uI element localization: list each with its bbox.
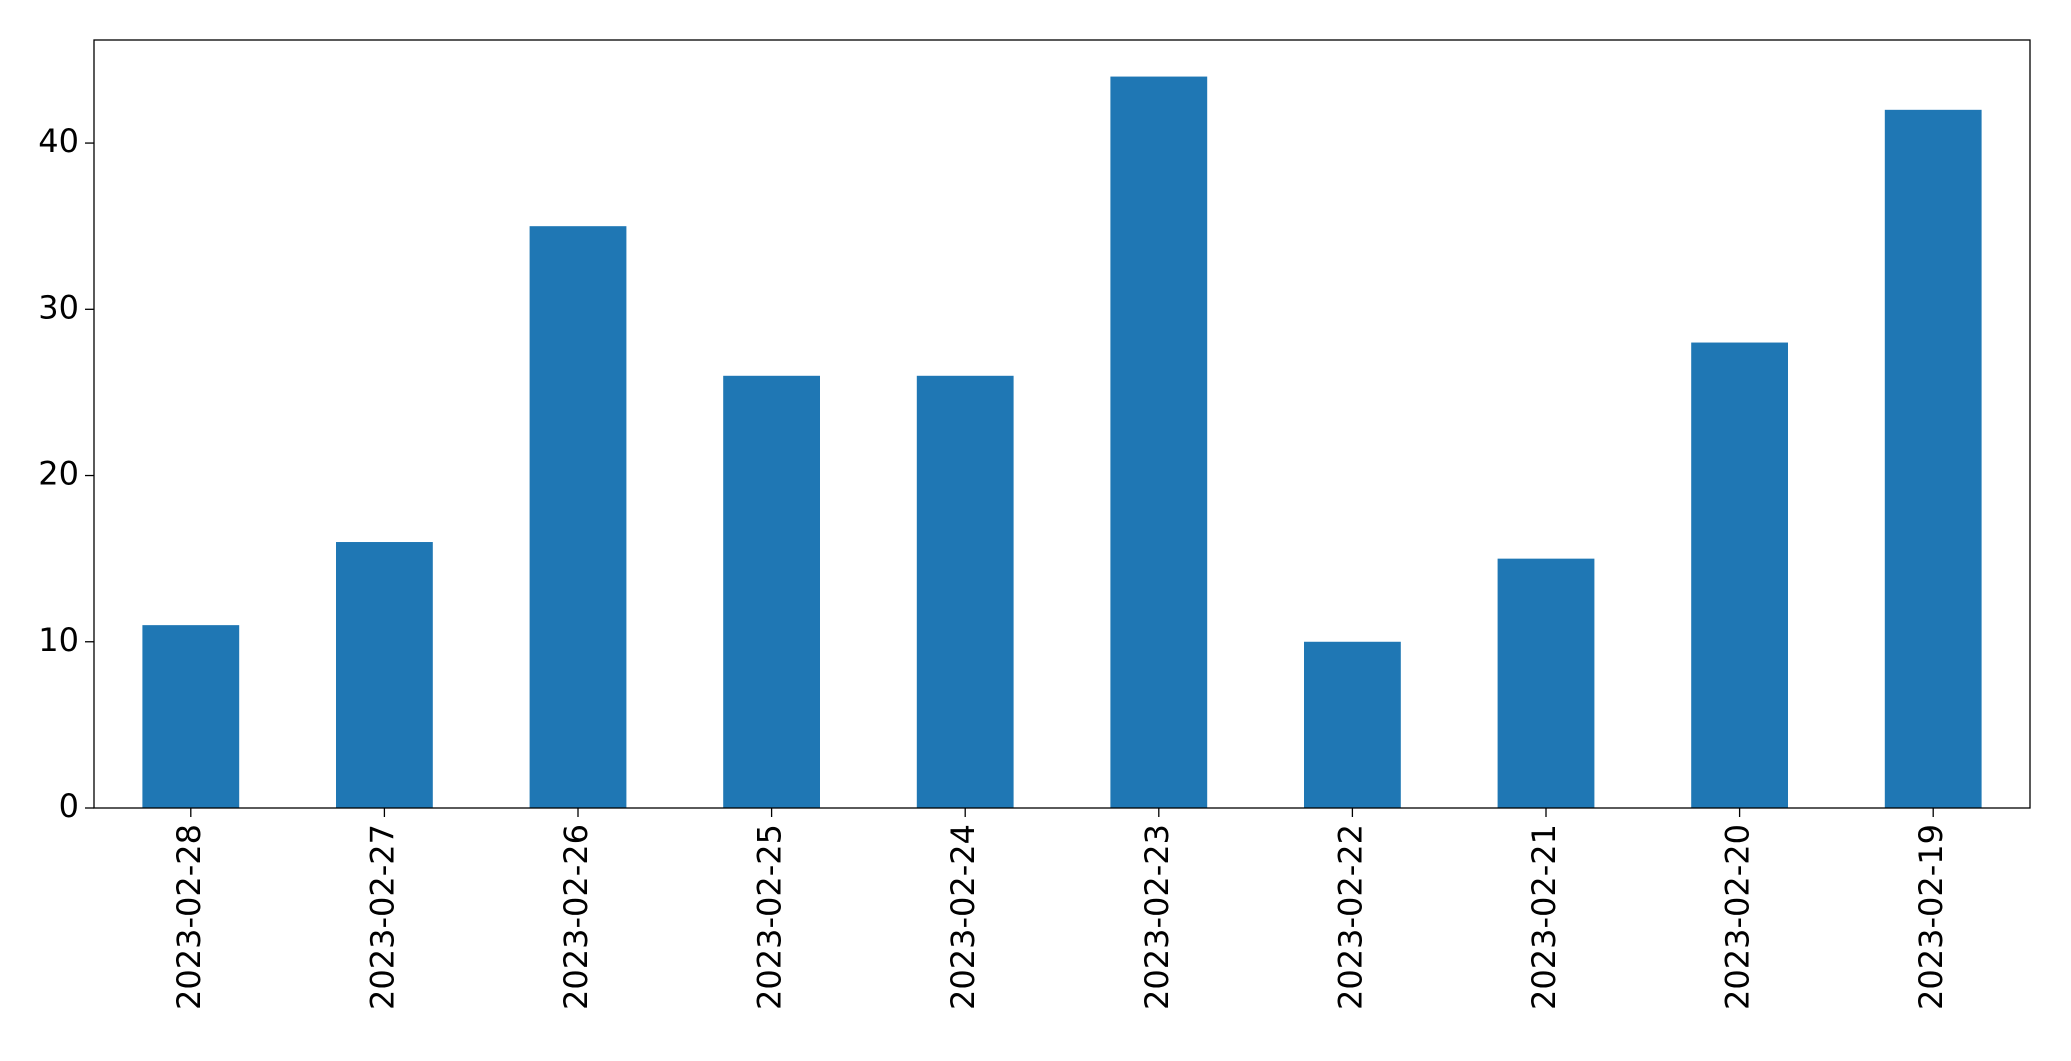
y-tick-label: 0	[59, 787, 79, 825]
plot-frame	[93, 39, 2031, 809]
bar	[1304, 641, 1401, 808]
x-tick-label: 2023-02-27	[363, 824, 401, 1010]
y-tick-label: 30	[38, 288, 79, 326]
bar	[1691, 342, 1788, 808]
x-tick-label: 2023-02-23	[1138, 824, 1176, 1010]
bar	[1110, 76, 1208, 809]
bar	[916, 375, 1014, 808]
x-tick-label: 2023-02-21	[1525, 824, 1563, 1010]
x-tick-label: 2023-02-22	[1331, 824, 1369, 1010]
x-tick-label: 2023-02-26	[557, 824, 595, 1010]
x-tick-label: 2023-02-28	[170, 824, 208, 1010]
bar	[723, 375, 820, 808]
bar	[142, 625, 240, 808]
x-tick-label: 2023-02-19	[1912, 824, 1950, 1010]
x-tick-label: 2023-02-25	[751, 824, 789, 1010]
y-tick-label: 40	[38, 122, 79, 160]
y-tick-label: 20	[38, 455, 79, 493]
y-tick-label: 10	[38, 621, 79, 659]
bar	[336, 542, 433, 808]
bar	[529, 226, 627, 808]
bar	[1884, 109, 1982, 809]
x-tick-label: 2023-02-20	[1719, 824, 1757, 1010]
bar	[1497, 558, 1595, 808]
x-tick-label: 2023-02-24	[944, 824, 982, 1010]
